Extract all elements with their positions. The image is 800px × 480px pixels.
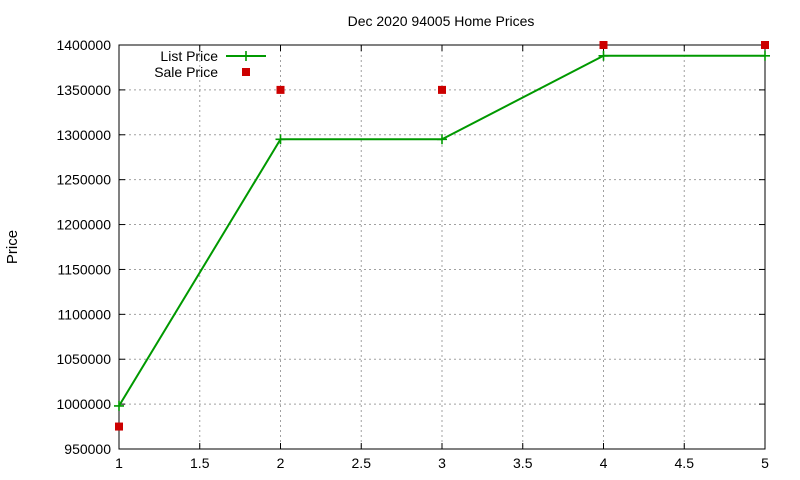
list-price-point <box>114 400 124 411</box>
list-price-point <box>598 50 609 61</box>
sale-price-point <box>438 85 446 94</box>
y-tick-label: 1400000 <box>56 37 111 53</box>
list-price-point <box>760 50 770 61</box>
x-tick-label: 1.5 <box>190 455 210 471</box>
legend-label-sale-price: Sale Price <box>154 64 218 80</box>
y-tick-label: 1100000 <box>58 306 112 322</box>
x-tick-label: 1 <box>115 455 123 471</box>
sale-price-point <box>599 41 608 49</box>
grid-lines <box>119 45 765 449</box>
x-tick-label: 5 <box>761 455 769 471</box>
sale-price-point <box>276 85 285 94</box>
y-tick-label: 1300000 <box>56 127 111 143</box>
sale-price-point <box>761 41 769 49</box>
plot-frame <box>118 44 766 450</box>
y-tick-label: 1050000 <box>56 351 111 367</box>
series-marks <box>114 41 770 431</box>
x-tick-label: 2.5 <box>352 455 372 471</box>
legend-marker-list-price <box>241 51 251 61</box>
legend-label-list-price: List Price <box>160 48 218 64</box>
y-tick-label: 1350000 <box>56 82 111 98</box>
y-tick-label: 1250000 <box>56 172 111 188</box>
list-price-point <box>437 134 447 145</box>
list-price-point <box>275 134 286 145</box>
chart-title: Dec 2020 94005 Home Prices <box>348 13 535 29</box>
legend-marker-sale-price <box>242 68 250 76</box>
x-tick-label: 4 <box>600 455 608 471</box>
y-tick-label: 1000000 <box>56 396 111 412</box>
y-axis-label: Price <box>4 230 21 264</box>
y-tick-label: 1150000 <box>58 261 112 277</box>
x-tick-label: 2 <box>277 455 285 471</box>
x-tick-label: 3.5 <box>513 455 533 471</box>
y-tick-label: 950000 <box>64 441 111 457</box>
axis-ticks: 950000 1000000 1050000 1100000 1150000 120000… <box>56 37 769 471</box>
y-tick-label: 1200000 <box>56 217 111 233</box>
x-tick-label: 4.5 <box>675 455 695 471</box>
x-tick-label: 3 <box>438 455 446 471</box>
sale-price-point <box>115 422 123 431</box>
